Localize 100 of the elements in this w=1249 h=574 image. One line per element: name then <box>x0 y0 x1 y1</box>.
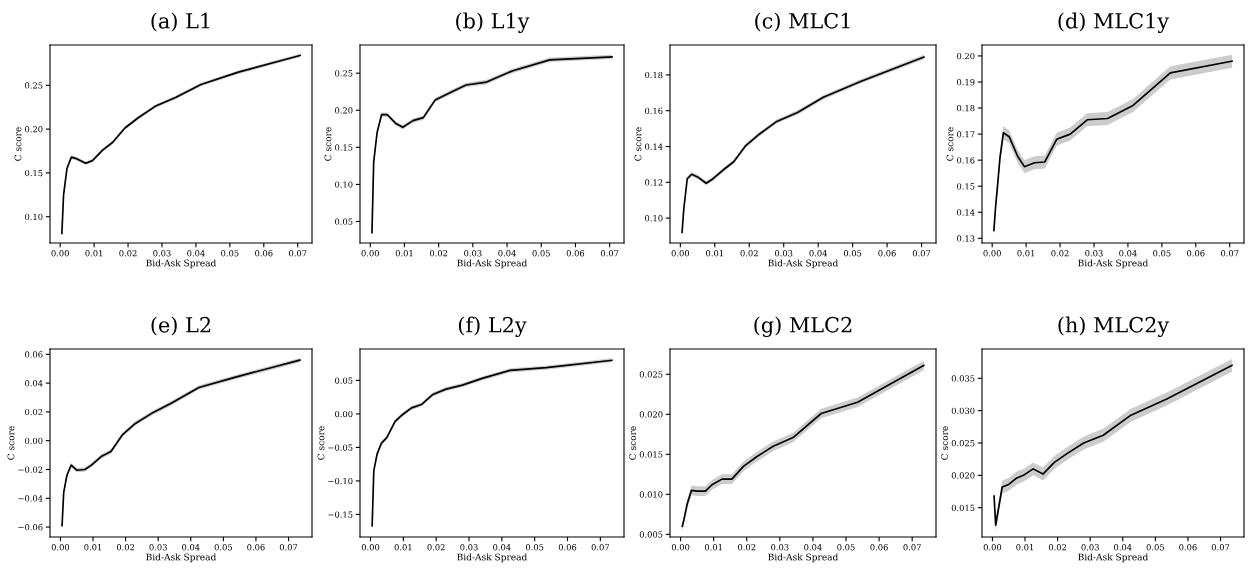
chart-title: (e) L2 <box>151 316 211 336</box>
x-tick-label: 0.01 <box>1016 544 1034 551</box>
x-tick-label: 0.07 <box>279 544 298 551</box>
x-axis-title: Bid-Ask Spread <box>146 259 217 269</box>
x-tick-label: 0.03 <box>460 544 478 551</box>
y-tick-label: 0.25 <box>335 70 353 77</box>
x-tick-label: 0.06 <box>558 544 577 551</box>
x-tick-label: 0.04 <box>182 544 200 551</box>
x-tick-label: 0.05 <box>1153 250 1171 257</box>
y-tick-label: −0.04 <box>18 495 43 502</box>
x-tick-label: 0.00 <box>51 250 69 257</box>
x-tick-label: 0.03 <box>464 250 482 257</box>
x-tick-label: 0.07 <box>1211 544 1230 551</box>
x-tick-label: 0.05 <box>214 544 232 551</box>
y-tick-label: 0.00 <box>335 410 353 418</box>
y-tick-label: 0.25 <box>25 82 43 89</box>
x-tick-label: 0.07 <box>289 250 307 257</box>
x-tick-label: 0.02 <box>116 544 135 551</box>
x-tick-label: 0.03 <box>771 544 789 551</box>
chart-title: (f) L2y <box>458 316 527 337</box>
x-tick-label: 0.00 <box>361 544 380 551</box>
y-tick-label: 0.14 <box>957 209 975 216</box>
x-tick-label: 0.03 <box>1081 544 1099 551</box>
y-tick-label: 0.02 <box>25 408 43 416</box>
y-tick-label: −0.15 <box>328 511 353 518</box>
y-axis-title: C score <box>324 127 332 161</box>
x-tick-label: 0.06 <box>1179 544 1197 551</box>
y-tick-label: 0.16 <box>957 157 975 164</box>
chart-title: (d) MLC1y <box>1058 12 1170 33</box>
x-tick-label: 0.05 <box>1146 544 1164 551</box>
x-tick-label: 0.05 <box>525 544 544 551</box>
y-tick-label: −0.10 <box>328 477 353 485</box>
x-tick-label: 0.03 <box>153 250 171 257</box>
y-tick-label: 0.035 <box>951 375 975 382</box>
x-tick-label: 0.01 <box>394 544 412 551</box>
x-tick-label: 0.01 <box>1017 250 1035 257</box>
y-tick-label: 0.06 <box>25 351 43 358</box>
y-tick-label: 0.18 <box>645 71 663 79</box>
x-tick-label: 0.01 <box>84 544 102 551</box>
y-tick-label: 0.025 <box>639 371 663 378</box>
x-tick-label: 0.01 <box>85 250 103 257</box>
x-tick-label: 0.04 <box>1119 250 1137 257</box>
x-axis-title: Bid-Ask Spread <box>768 553 839 563</box>
y-tick-label: 0.005 <box>639 531 663 538</box>
x-tick-label: 0.07 <box>1221 250 1239 257</box>
x-tick-label: 0.04 <box>809 250 828 257</box>
y-tick-label: 0.20 <box>957 52 975 60</box>
x-tick-label: 0.02 <box>738 544 756 551</box>
y-tick-label: 0.015 <box>639 451 663 458</box>
chart-title: (b) L1y <box>456 12 530 33</box>
y-tick-label: 0.00 <box>25 437 43 444</box>
x-axis-title: Bid-Ask Spread <box>457 553 528 563</box>
x-tick-label: 0.07 <box>600 250 619 257</box>
x-tick-label: 0.04 <box>804 544 822 551</box>
y-tick-label: 0.20 <box>25 126 43 133</box>
x-axis-title: Bid-Ask Spread <box>146 553 217 563</box>
y-tick-label: 0.16 <box>645 107 663 114</box>
x-tick-label: 0.01 <box>395 250 413 257</box>
y-axis-title: C score <box>14 127 22 161</box>
y-tick-label: 0.17 <box>957 131 975 138</box>
y-tick-label: 0.10 <box>335 181 353 188</box>
y-tick-label: 0.025 <box>951 439 975 447</box>
y-tick-label: 0.14 <box>645 143 663 150</box>
y-tick-label: 0.015 <box>951 504 975 511</box>
x-tick-label: 0.01 <box>704 544 722 551</box>
x-axis-title: Bid-Ask Spread <box>457 259 528 269</box>
x-axis-title: Bid-Ask Spread <box>1078 259 1149 269</box>
y-tick-label: 0.10 <box>25 213 43 220</box>
x-tick-label: 0.05 <box>837 544 855 551</box>
y-tick-label: 0.18 <box>957 105 975 112</box>
y-tick-label: 0.010 <box>639 491 663 498</box>
x-tick-label: 0.06 <box>255 250 273 257</box>
x-tick-label: 0.06 <box>878 250 896 257</box>
x-tick-label: 0.04 <box>498 250 516 257</box>
y-tick-label: 0.04 <box>25 380 43 387</box>
x-tick-label: 0.02 <box>119 250 137 257</box>
chart-title: (g) MLC2 <box>754 316 852 337</box>
x-tick-label: 0.02 <box>1048 544 1067 551</box>
y-tick-label: 0.12 <box>645 179 663 186</box>
x-tick-label: 0.03 <box>774 250 793 257</box>
y-tick-label: 0.05 <box>335 218 353 225</box>
y-axis-title: C score <box>634 127 642 161</box>
x-tick-label: 0.00 <box>671 544 690 551</box>
y-tick-label: 0.15 <box>25 169 43 177</box>
y-tick-label: −0.06 <box>18 524 43 531</box>
y-tick-label: 0.13 <box>957 235 975 242</box>
y-tick-label: −0.02 <box>18 466 43 473</box>
y-tick-label: 0.15 <box>335 144 353 151</box>
x-tick-label: 0.02 <box>1051 250 1069 257</box>
x-tick-label: 0.04 <box>187 250 205 257</box>
x-tick-label: 0.07 <box>591 544 610 551</box>
x-tick-label: 0.00 <box>983 250 1001 257</box>
x-tick-label: 0.06 <box>247 544 265 551</box>
x-tick-label: 0.04 <box>493 544 511 551</box>
x-tick-label: 0.00 <box>671 250 690 257</box>
y-tick-label: 0.020 <box>951 472 975 479</box>
x-tick-label: 0.04 <box>1114 544 1132 551</box>
x-tick-label: 0.00 <box>51 544 70 551</box>
y-axis-title: C score <box>629 426 637 460</box>
y-tick-label: 0.10 <box>645 215 663 222</box>
